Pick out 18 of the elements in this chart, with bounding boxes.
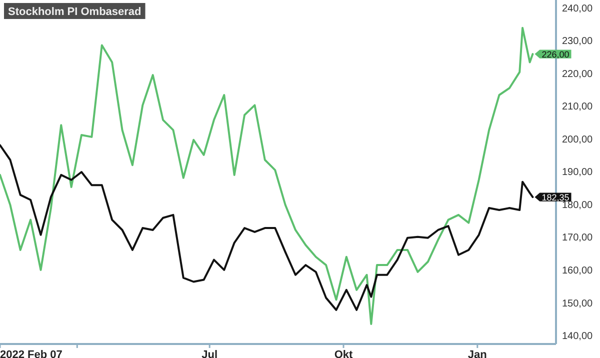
- text: Stockholm PI Ombaserad: [8, 6, 142, 18]
- x-tick-label: Okt: [334, 348, 353, 358]
- y-tick-label: 150,00: [562, 298, 594, 310]
- x-tick-label: Jul: [202, 348, 218, 358]
- y-tick-label: 170,00: [562, 232, 594, 244]
- y-tick-label: 220,00: [562, 68, 594, 80]
- y-tick-label: 210,00: [562, 102, 594, 113]
- y-tick-label: 190,00: [562, 167, 594, 178]
- y-tick-label: 160,00: [562, 265, 594, 276]
- y-tick-label: 180,00: [562, 200, 594, 211]
- y-tick-label: 240,00: [562, 3, 594, 14]
- x-tick-label: Jan: [468, 348, 488, 358]
- x-tick-label: 2022 Feb 07: [0, 348, 62, 358]
- y-tick-label: 140,00: [562, 331, 594, 342]
- data-label: 182,35: [542, 192, 570, 202]
- y-tick-label: 230,00: [562, 36, 594, 48]
- y-tick-label: 200,00: [562, 134, 594, 146]
- data-label: 226,00: [542, 49, 570, 60]
